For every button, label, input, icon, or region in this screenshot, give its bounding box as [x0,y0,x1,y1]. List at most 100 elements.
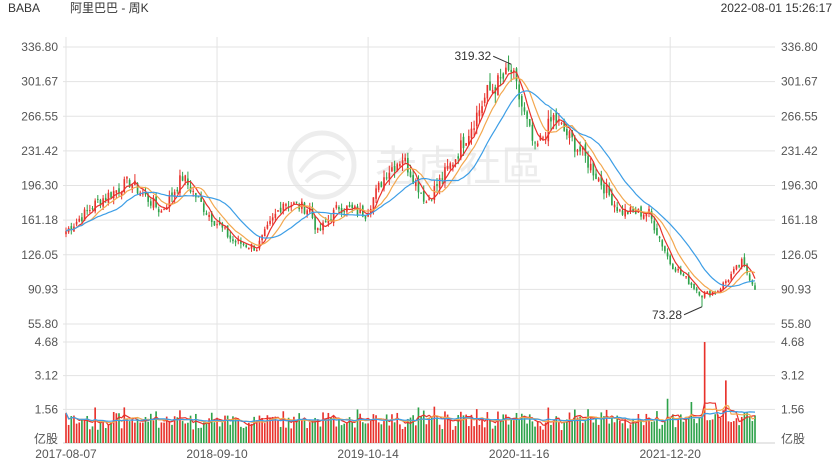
volume-bar [250,423,253,443]
volume-bar [645,413,648,443]
candle-body [263,229,266,237]
candle-body [751,280,754,285]
candle-body [674,268,677,272]
volume-bar [719,417,722,443]
volume-bar [544,422,547,443]
candle-body [719,288,722,292]
volume-bar [738,425,740,443]
candle-body [393,166,396,172]
candle-body [473,128,475,130]
volume-tick-label-left: 1.56 [35,402,59,416]
candle-body [242,243,245,245]
volume-bar [86,415,89,443]
volume-bar [192,429,195,443]
candle-body [226,225,229,237]
volume-bar [552,420,555,443]
candle-body [566,129,568,136]
candle-body [481,106,483,114]
volume-bar [369,419,372,443]
volume-bar [139,422,142,443]
candle-body [380,182,383,188]
candle-body [279,207,282,212]
volume-bar [271,416,274,443]
volume-bar [258,415,261,443]
candle-body [656,228,658,236]
candle-body [478,110,481,116]
price-tick-label-left: 126.05 [21,248,58,262]
volume-bar [173,416,176,443]
volume-bar [589,416,592,443]
candle-body [457,156,460,159]
volume-bar [293,416,295,443]
candle-body [218,222,221,225]
volume-bar [661,424,664,443]
volume-bar [465,414,467,443]
volume-bar [391,414,393,443]
candle-body [526,111,528,119]
candle-body [725,281,727,284]
candle-body [653,220,656,231]
volume-bar [216,417,218,443]
candle-body [587,156,589,168]
price-tick-label-right: 336.80 [781,40,818,54]
volume-bar [202,422,205,443]
candle-body [356,206,359,215]
volume-bar [380,424,383,443]
volume-bar [658,428,661,443]
ticker-symbol: BABA [8,1,41,15]
volume-bar [218,426,221,443]
candle-body [266,224,269,229]
candle-body [664,246,666,252]
volume-bar [298,413,301,443]
volume-bar [234,417,237,443]
candle-body [277,210,279,212]
price-tick-label-right: 266.55 [781,109,818,123]
candle-body [128,180,131,188]
candle-body [173,191,176,198]
candle-body [118,188,120,193]
volume-bar [717,414,719,443]
volume-bar [184,423,187,443]
volume-bar [698,417,701,443]
candle-body [558,119,560,122]
volume-bar [526,423,528,443]
volume-bar [396,412,399,443]
candle-body [730,274,732,279]
candle-body [271,217,274,221]
volume-bar [611,417,613,443]
candle-body [144,191,147,195]
candle-body [343,211,346,213]
candle-body [253,245,255,251]
date-tick-label: 2017-08-07 [35,447,97,461]
candle-body [743,257,746,266]
candle-body [234,240,237,243]
candle-body [202,203,205,212]
volume-bar [189,415,192,443]
candle-body [693,283,695,289]
candle-body [505,67,507,75]
volume-bar [279,426,282,443]
volume-bar [452,429,454,443]
volume-bar [566,419,568,443]
candle-body [642,214,645,219]
volume-bar [679,414,682,443]
candle-body [497,75,499,96]
candle-body [595,173,597,179]
candle-body [467,135,470,145]
volume-bar [722,410,725,443]
volume-bar [634,423,637,443]
candle-body [210,212,213,222]
candle-body [616,207,619,212]
volume-bar [677,418,679,443]
candle-body [306,210,308,215]
volume-bar [89,429,91,443]
candle-body [436,184,438,187]
candle-body [634,210,637,214]
volume-bar [311,420,314,443]
candle-body [255,250,258,252]
volume-bar [200,427,202,443]
volume-bar [123,407,126,443]
volume-bar [285,427,287,443]
candle-body [295,201,298,203]
